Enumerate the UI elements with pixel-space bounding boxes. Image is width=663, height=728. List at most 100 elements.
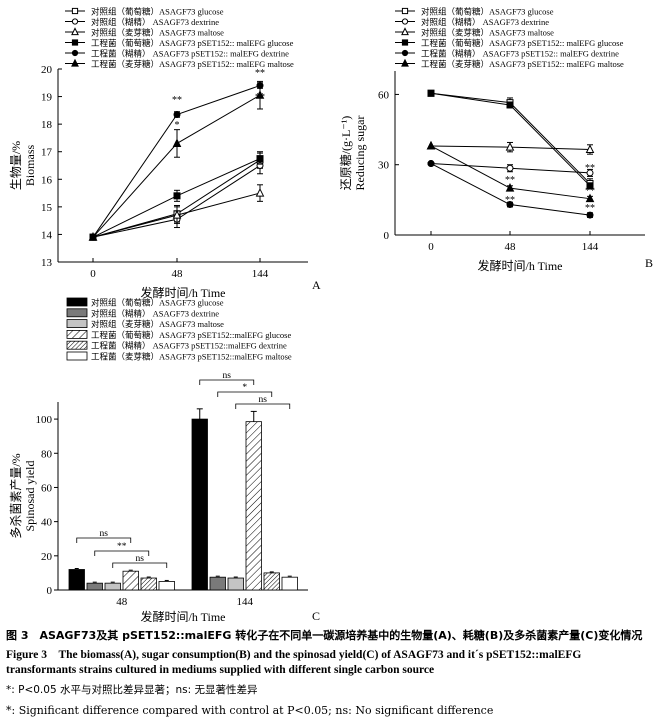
significance-bracket [235,403,291,409]
figure-canvas: 13 14 15 16 17 18 19 20 0 48 144 发酵时间/h Time 生物量/% Bi… [8,7,653,623]
y-axis-label-cn: 多杀菌素产量/% [8,453,23,538]
legend-swatch [66,297,88,307]
y-tick-label: 60 [41,482,53,494]
bar [122,570,139,591]
y-tick-label: 16 [41,174,53,186]
bar [281,576,298,591]
bar [191,418,208,591]
significance-label: ns [100,529,109,539]
significance-label: ** [117,542,127,552]
y-tick-label: 40 [41,517,53,529]
bar [263,572,280,591]
panel-label: B [645,256,653,270]
legend-swatch [66,329,88,339]
data-point [586,211,594,219]
data-point [427,89,435,97]
significance-label: ns [259,395,268,405]
x-axis-label: 发酵时间/h Time [477,258,562,273]
y-axis-label-cn: 生物量/% [9,141,23,190]
legend-label: 对照组（糊精） ASAGF73 dextrine [91,308,219,318]
legend-label: 工程菌（葡萄糖）ASAGF73 pSET152:: malEFG glucose [91,38,294,48]
bar [158,581,175,591]
significance-mark: ** [585,186,595,197]
x-tick-label: 0 [90,268,96,280]
data-point [255,187,265,197]
caption-en-line1: Figure 3 The biomass(A), sugar consumpti… [6,649,582,661]
legend-marker [71,27,79,36]
bar [209,576,226,591]
y-tick-label: 17 [41,147,53,159]
caption-note-en: *: Significant difference compared with … [6,704,494,717]
legend-swatch [66,308,88,318]
y-tick-label: 100 [36,414,53,426]
data-point [506,164,514,172]
data-point [506,201,514,209]
significance-mark: ** [585,163,595,174]
bar [227,577,244,591]
data-point [173,110,181,118]
legend-marker [401,7,409,15]
y-tick-label: 30 [378,160,390,172]
legend-swatch [66,351,88,361]
x-tick-label: 48 [505,241,517,253]
x-tick-label: 144 [237,596,254,608]
significance-label: * [242,383,247,393]
bar [140,577,157,591]
x-axis-label: 发酵时间/h Time [140,609,225,622]
panel-label: C [312,609,320,622]
y-tick-label: 0 [384,230,390,242]
y-tick-label: 14 [41,229,53,241]
legend-label: 工程菌（糊精） ASAGF73 pSET152:: malEFG dextrin… [91,49,289,59]
data-point [172,138,182,147]
significance-mark: * [175,120,180,131]
data-point [426,140,436,150]
y-tick-label: 60 [378,89,390,101]
data-point [585,193,595,203]
data-point [586,182,594,190]
y-axis-label-cn: 还原糖/(g·L⁻¹) [338,116,353,191]
x-tick-label: 144 [582,241,599,253]
legend-marker [401,27,409,36]
data-point [506,101,514,109]
y-tick-label: 18 [41,119,53,131]
significance-mark: ** [585,203,595,214]
data-point [505,183,515,192]
y-tick-label: 0 [47,585,53,597]
legend-marker [401,49,409,57]
x-tick-label: 0 [428,241,434,253]
legend-swatch [66,319,88,329]
legend-label: 工程菌（麦芽糖）ASAGF73 pSET152::malEFG maltose [91,352,292,362]
legend-label: 工程菌（糊精） ASAGF73 pSET152:: malEFG dextrin… [421,49,619,59]
y-tick-label: 19 [41,92,53,104]
legend-marker [71,39,79,46]
legend-label: 对照组（糊精） ASAGF73 dextrine [421,17,549,27]
x-axis-label: 发酵时间/h Time [140,285,225,300]
caption-note-cn: *: P<0.05 水平与对照比差异显著；ns: 无显著性差异 [6,684,258,696]
panel-label: A [312,278,321,292]
caption-cn: 图 3 ASAGF73及其 pSET152::malEFG 转化子在不同单一碳源… [6,629,643,642]
legend-marker [401,18,409,25]
data-point [585,144,595,153]
legend-label: 对照组（麦芽糖）ASAGF73 maltose [91,28,224,38]
legend-marker [71,18,79,25]
y-tick-label: 80 [41,448,53,460]
significance-mark: ** [505,195,515,206]
significance-label: ns [223,371,232,381]
bar [86,582,103,591]
legend-marker [71,49,79,57]
data-point [88,232,98,241]
significance-mark: ** [255,68,265,79]
legend-label: 对照组（葡萄糖）ASAGF73 glucose [421,7,554,17]
data-point [586,169,594,177]
legend-label: 工程菌（葡萄糖）ASAGF73 pSET152::malEFG glucose [91,330,291,340]
legend-label: 工程菌（葡萄糖）ASAGF73 pSET152:: malEFG glucose [421,38,624,48]
caption-en-line2: transformants strains cultured in medium… [6,664,435,676]
y-axis-label-en: Reducing sugar [353,116,367,191]
x-tick-label: 144 [252,268,269,280]
significance-bracket [217,391,273,397]
x-tick-label: 48 [116,596,128,608]
legend-marker [71,58,79,67]
legend-swatch [66,340,88,350]
significance-label: ns [136,554,145,564]
significance-mark: ** [505,175,515,186]
